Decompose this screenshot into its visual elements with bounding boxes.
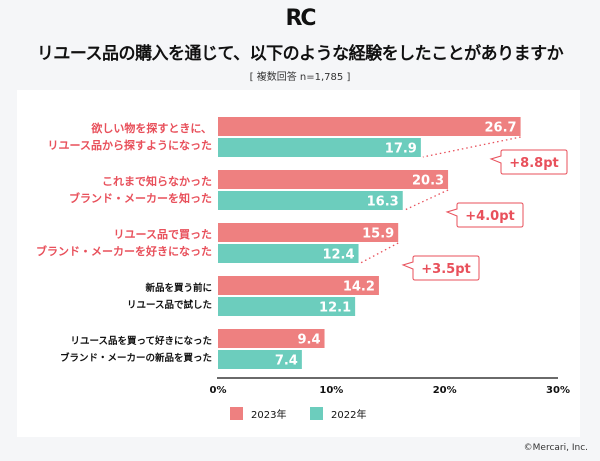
category-label: ブランド・メーカーの新品を買った <box>60 352 212 364</box>
bar-2022年-1 <box>218 191 403 210</box>
value-label: 16.3 <box>367 195 399 210</box>
bar-2023年-0 <box>218 117 521 136</box>
chart-title: リユース品の購入を通じて、以下のような経験をしたことがありますか <box>36 44 564 64</box>
value-label: 7.4 <box>275 354 298 369</box>
bar-2023年-2 <box>218 223 399 242</box>
x-tick-label: 0% <box>210 385 227 396</box>
difference-annotation: +3.5pt <box>421 262 470 277</box>
category-label: 新品を買う前に <box>145 282 212 294</box>
mercari-logo: RC <box>285 6 316 31</box>
category-label: リユース品で試した <box>127 299 212 311</box>
callout-box <box>401 255 480 281</box>
value-label: 12.4 <box>322 248 354 263</box>
bar-2022年-0 <box>218 138 421 157</box>
value-label: 12.1 <box>319 301 351 316</box>
copyright: ©Mercari, Inc. <box>523 443 588 453</box>
category-label: リユース品で買った <box>114 228 212 241</box>
category-label: リユース品を買って好きになった <box>70 335 212 347</box>
legend-swatch-2022年 <box>310 407 323 420</box>
category-label: ブランド・メーカーを知った <box>69 191 212 205</box>
x-tick-label: 30% <box>546 385 570 396</box>
legend-label: 2023年 <box>251 408 286 421</box>
category-label: これまで知らなかった <box>102 174 212 188</box>
legend-swatch-2023年 <box>230 407 243 420</box>
value-label: 9.4 <box>298 333 321 348</box>
chart-subtitle: [ 複数回答 n=1,785 ] <box>249 72 351 83</box>
x-tick-label: 10% <box>319 385 343 396</box>
value-label: 26.7 <box>485 121 517 136</box>
category-label: ブランド・メーカーを好きになった <box>36 244 212 258</box>
difference-connector <box>360 242 399 264</box>
bar-2023年-4 <box>218 329 325 348</box>
difference-annotation: +4.0pt <box>465 209 514 224</box>
difference-annotation: +8.8pt <box>509 156 558 171</box>
bar-2023年-3 <box>218 276 379 295</box>
value-label: 17.9 <box>385 142 417 157</box>
difference-connector <box>422 136 521 158</box>
value-label: 20.3 <box>412 174 444 189</box>
bar-2022年-4 <box>218 350 302 369</box>
callout-box <box>489 149 568 175</box>
difference-connector <box>404 189 449 211</box>
category-label: リユース品から探すようになった <box>48 138 212 152</box>
legend-label: 2022年 <box>331 408 366 421</box>
category-label: 欲しい物を探すときに、 <box>90 121 212 135</box>
bar-2022年-3 <box>218 297 356 316</box>
bar-2022年-2 <box>218 244 359 263</box>
bar-2023年-1 <box>218 170 449 189</box>
callout-box <box>445 202 524 228</box>
x-tick-label: 20% <box>433 385 457 396</box>
value-label: 15.9 <box>362 227 394 242</box>
value-label: 14.2 <box>343 280 375 295</box>
